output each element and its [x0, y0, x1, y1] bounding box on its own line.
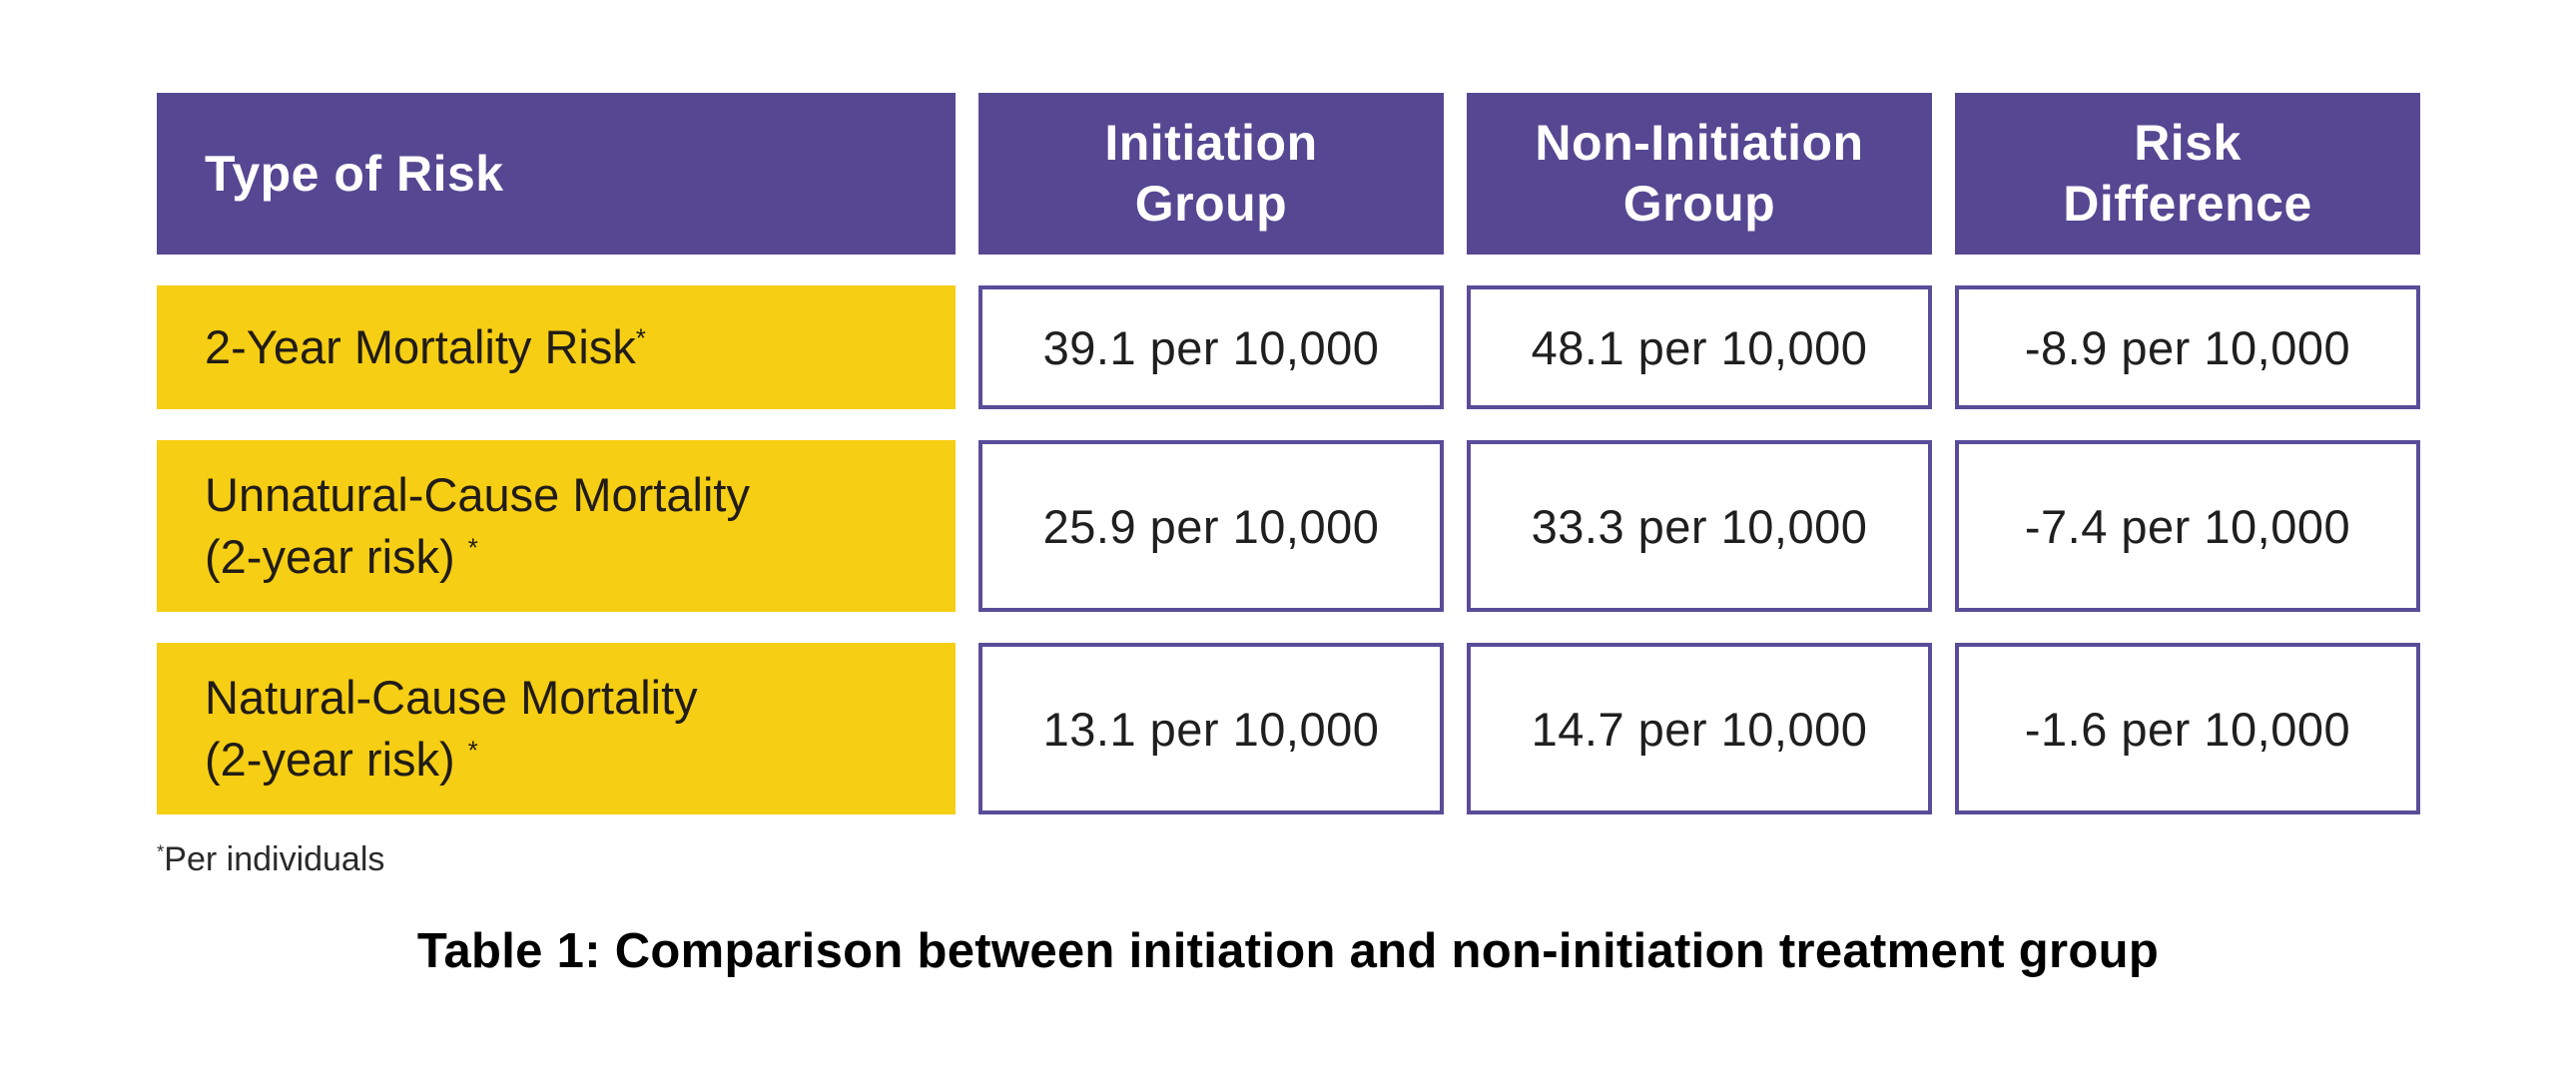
header-cell-type-of-risk: Type of Risk [157, 93, 956, 255]
footnote-text: Per individuals [164, 840, 385, 878]
row-label-line: Unnatural-Cause Mortality [205, 464, 750, 526]
value-cell-non-initiation-row1: 48.1 per 10,000 [1467, 285, 1932, 409]
footnote: *Per individuals [157, 840, 384, 879]
asterisk-marker: * [635, 324, 646, 353]
row-label-text: 2-Year Mortality Risk [205, 319, 636, 373]
value-cell-initiation-row3: 13.1 per 10,000 [978, 643, 1444, 814]
row-label-text: Natural-Cause Mortality [205, 670, 698, 724]
row-label-line: Natural-Cause Mortality [205, 667, 698, 729]
value-cell-risk-difference-row2: -7.4 per 10,000 [1955, 440, 2420, 612]
row-label-line: (2-year risk) * [205, 729, 478, 791]
row-label-text: (2-year risk) [205, 530, 468, 583]
asterisk-marker: * [467, 737, 478, 766]
row-label-2-year-mortality-risk: 2-Year Mortality Risk* [157, 285, 956, 409]
value-cell-initiation-row1: 39.1 per 10,000 [978, 285, 1444, 409]
value-cell-risk-difference-row3: -1.6 per 10,000 [1955, 643, 2420, 814]
row-label-natural-cause-mortality: Natural-Cause Mortality (2-year risk) * [157, 643, 956, 814]
row-label-text: Unnatural-Cause Mortality [205, 467, 750, 521]
asterisk-marker: * [467, 534, 478, 563]
header-cell-risk-difference: Risk Difference [1955, 93, 2420, 255]
value-cell-risk-difference-row1: -8.9 per 10,000 [1955, 285, 2420, 409]
header-cell-initiation-group: Initiation Group [978, 93, 1444, 255]
table-caption: Table 1: Comparison between initiation a… [416, 924, 2160, 978]
value-cell-initiation-row2: 25.9 per 10,000 [978, 440, 1444, 612]
value-cell-non-initiation-row2: 33.3 per 10,000 [1467, 440, 1932, 612]
row-label-text: (2-year risk) [205, 733, 468, 786]
row-label-line: (2-year risk) * [205, 526, 478, 588]
risk-comparison-table: Type of Risk Initiation Group Non-Initia… [157, 93, 2420, 814]
value-cell-non-initiation-row3: 14.7 per 10,000 [1467, 643, 1932, 814]
row-label-unnatural-cause-mortality: Unnatural-Cause Mortality (2-year risk) … [157, 440, 956, 612]
row-label-line: 2-Year Mortality Risk* [205, 316, 646, 378]
footnote-asterisk: * [157, 840, 165, 862]
header-cell-non-initiation-group: Non-Initiation Group [1467, 93, 1932, 255]
